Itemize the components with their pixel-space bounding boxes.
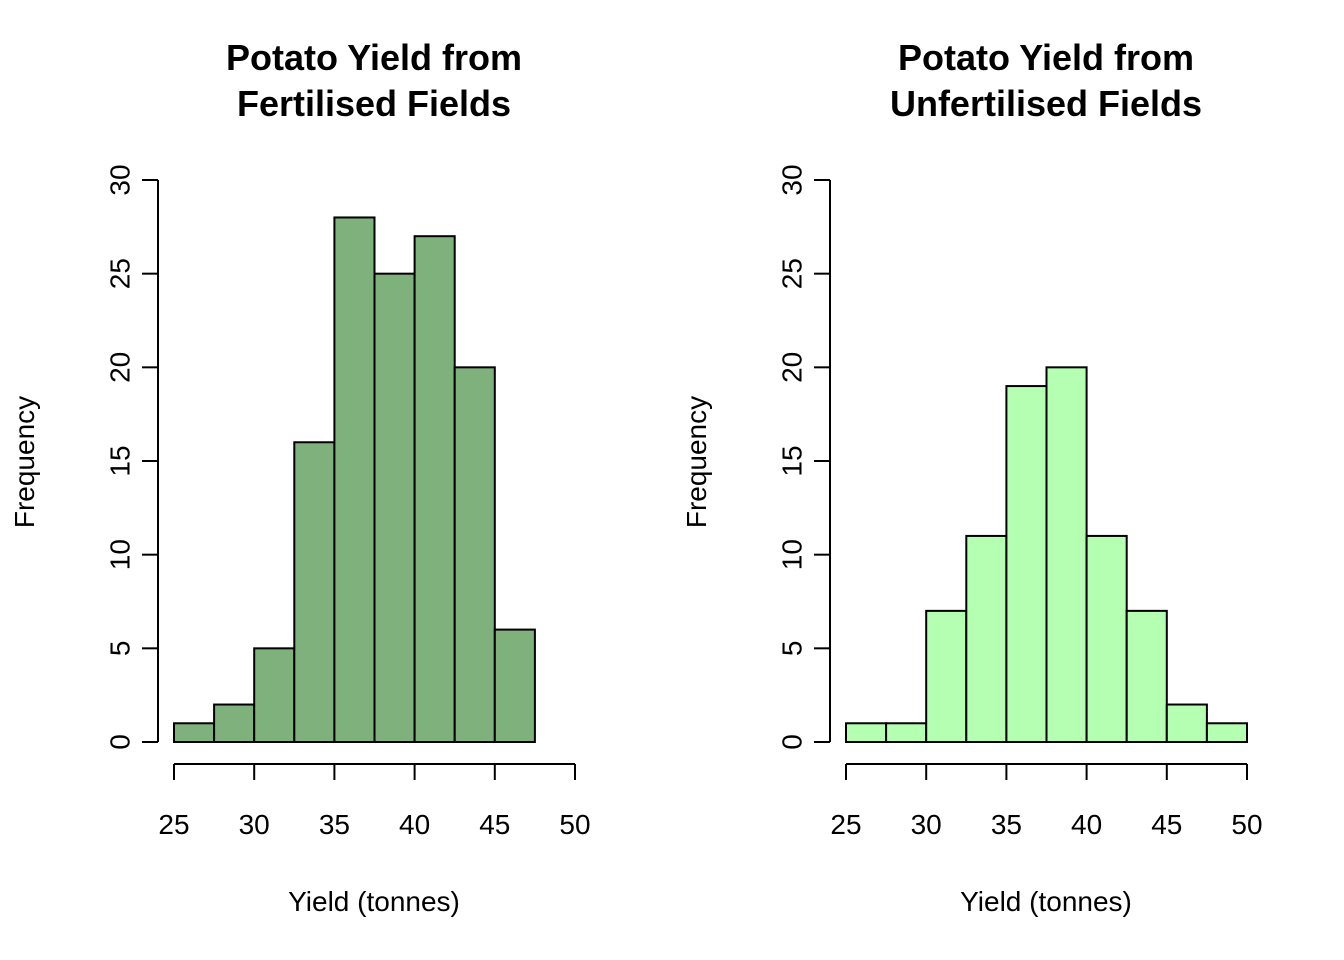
bars xyxy=(173,216,536,743)
x-tick-label: 45 xyxy=(479,809,510,840)
x-tick-label: 40 xyxy=(399,809,430,840)
panel-fertilised: Potato Yield from Fertilised Fields 0 5 10… xyxy=(9,37,591,917)
y-axis-label: Frequency xyxy=(9,396,40,528)
chart-title-line-2: Unfertilised Fields xyxy=(890,83,1202,124)
histogram-bar xyxy=(1005,385,1048,743)
histogram-bar xyxy=(373,272,416,743)
x-axis-label: Yield (tonnes) xyxy=(288,886,460,917)
histogram-bar xyxy=(293,441,336,743)
y-axis-label: Frequency xyxy=(681,396,712,528)
y-tick-label: 0 xyxy=(777,734,808,750)
histogram-bar xyxy=(1045,366,1088,743)
histogram-bar xyxy=(213,703,256,743)
y-tick-label: 0 xyxy=(105,734,136,750)
histogram-bar xyxy=(333,216,376,743)
chart-title-line-1: Potato Yield from xyxy=(898,37,1194,78)
histogram-bar xyxy=(1165,703,1208,743)
x-tick-label: 30 xyxy=(239,809,270,840)
y-tick-label: 5 xyxy=(777,641,808,657)
x-tick-label: 25 xyxy=(830,809,861,840)
histogram-bar xyxy=(1125,609,1168,743)
axes: 0 5 10 15 20 25 30 25 30 35 40 45 50 xyxy=(105,164,591,840)
y-tick-label: 15 xyxy=(777,445,808,476)
y-tick-label: 10 xyxy=(105,539,136,570)
y-tick-label: 20 xyxy=(105,352,136,383)
histogram-bar xyxy=(1085,534,1128,744)
x-tick-label: 30 xyxy=(911,809,942,840)
panel-unfertilised: Potato Yield from Unfertilised Fields 0 5… xyxy=(681,37,1263,917)
chart-title-line-2: Fertilised Fields xyxy=(237,83,511,124)
x-tick-label: 35 xyxy=(319,809,350,840)
y-tick-label: 5 xyxy=(105,641,136,657)
x-axis-label: Yield (tonnes) xyxy=(960,886,1132,917)
histogram-bar xyxy=(453,366,496,743)
histogram-bar xyxy=(885,722,928,743)
x-tick-label: 40 xyxy=(1071,809,1102,840)
histogram-bar xyxy=(1205,722,1249,743)
y-tick-label: 10 xyxy=(777,539,808,570)
y-tick-label: 25 xyxy=(105,258,136,289)
x-tick-label: 25 xyxy=(158,809,189,840)
histogram-bar xyxy=(493,628,536,743)
x-tick-label: 50 xyxy=(1231,809,1262,840)
histogram-bar xyxy=(965,534,1008,744)
bars xyxy=(845,366,1249,744)
x-tick-label: 50 xyxy=(559,809,590,840)
y-tick-label: 30 xyxy=(105,164,136,195)
chart-title-line-1: Potato Yield from xyxy=(226,37,522,78)
y-tick-label: 30 xyxy=(777,164,808,195)
histogram-bar xyxy=(253,647,296,743)
axes: 0 5 10 15 20 25 30 25 30 35 40 45 50 xyxy=(777,164,1263,840)
histogram-bar xyxy=(845,722,888,743)
y-tick-label: 20 xyxy=(777,352,808,383)
y-tick-label: 25 xyxy=(777,258,808,289)
y-tick-label: 15 xyxy=(105,445,136,476)
x-tick-label: 35 xyxy=(991,809,1022,840)
x-tick-label: 45 xyxy=(1151,809,1182,840)
histogram-bar xyxy=(413,235,456,743)
histogram-bar xyxy=(173,722,216,743)
histogram-bar xyxy=(925,609,968,743)
